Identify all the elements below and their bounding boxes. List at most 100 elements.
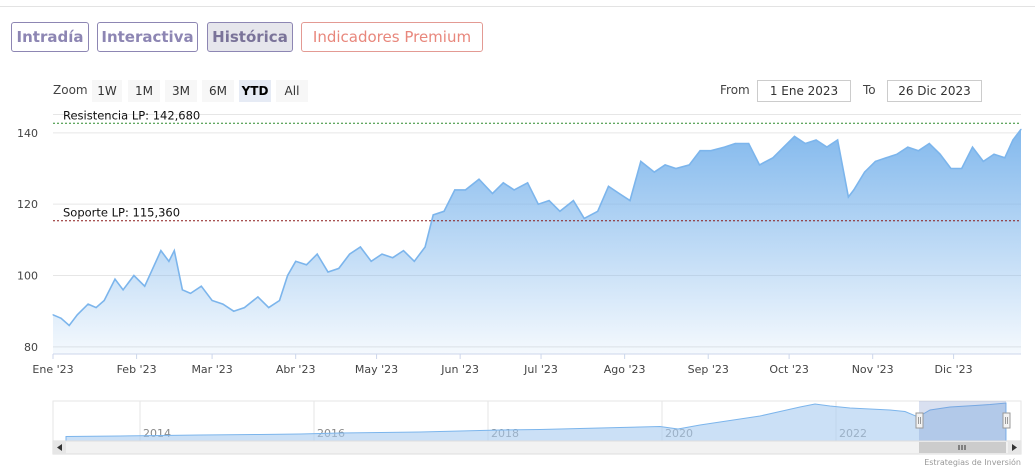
- chart-top-border: [53, 114, 1021, 115]
- data-point: [257, 296, 259, 298]
- price-chart[interactable]: Resistencia LP: 142,680 Soporte LP: 115,3…: [0, 0, 1035, 400]
- data-point: [168, 260, 170, 262]
- data-point: [211, 299, 213, 302]
- data-point: [52, 314, 54, 316]
- data-point: [640, 160, 642, 162]
- data-point: [278, 299, 281, 302]
- x-tick-label: May '23: [355, 363, 398, 376]
- data-point: [583, 217, 585, 219]
- data-point: [864, 171, 866, 173]
- data-point: [370, 260, 372, 262]
- support-line-label: Soporte LP: 115,360: [63, 206, 180, 220]
- data-point: [971, 146, 974, 148]
- data-point: [804, 142, 806, 145]
- data-point: [597, 210, 599, 212]
- data-point: [548, 200, 550, 202]
- data-point: [233, 310, 235, 312]
- data-point: [513, 189, 515, 191]
- data-point: [392, 257, 394, 259]
- data-point: [295, 260, 297, 262]
- data-point: [152, 267, 154, 269]
- data-point: [424, 246, 426, 248]
- data-point: [1012, 139, 1014, 141]
- data-point: [885, 157, 887, 159]
- data-point: [982, 160, 984, 162]
- from-label: From: [720, 83, 750, 97]
- scrollbar[interactable]: [52, 440, 1022, 455]
- scroll-right-arrow-icon: [1012, 444, 1017, 451]
- top-divider: [0, 6, 1035, 7]
- data-point: [349, 253, 351, 255]
- tab-historica[interactable]: Histórica: [207, 22, 293, 52]
- zoom-1w-button[interactable]: 1W: [92, 80, 122, 102]
- data-point: [896, 153, 898, 155]
- data-point: [758, 164, 761, 166]
- tab-interactiva[interactable]: Interactiva: [97, 22, 198, 52]
- zoom-ytd-button[interactable]: YTD: [239, 80, 271, 102]
- data-point: [917, 150, 920, 152]
- data-point: [95, 307, 97, 309]
- data-point: [114, 278, 116, 280]
- x-tick-label: Mar '23: [191, 363, 232, 376]
- data-point: [402, 250, 405, 252]
- zoom-6m-button[interactable]: 6M: [202, 80, 234, 102]
- data-point: [928, 142, 930, 145]
- data-point: [222, 303, 224, 305]
- data-point: [629, 200, 631, 202]
- zoom-all-button[interactable]: All: [276, 80, 308, 102]
- data-point: [837, 139, 839, 141]
- data-point: [338, 267, 340, 269]
- from-date-input[interactable]: 1 Ene 2023: [757, 80, 851, 102]
- credit-text: Estrategias de Inversión: [924, 458, 1021, 467]
- x-tick-label: Ene '23: [32, 363, 73, 376]
- data-point: [783, 146, 785, 148]
- y-tick-label: 140: [17, 127, 38, 140]
- y-tick-label: 100: [17, 270, 38, 283]
- x-tick-label: Jun '23: [440, 363, 479, 376]
- navigator-selected-range[interactable]: [919, 401, 1006, 441]
- data-point: [103, 299, 105, 302]
- data-point: [181, 289, 183, 291]
- data-point: [478, 178, 480, 180]
- data-point: [413, 260, 415, 262]
- zoom-3m-button[interactable]: 3M: [165, 80, 197, 102]
- y-tick-label: 120: [17, 198, 38, 211]
- x-tick-label: Abr '23: [276, 363, 316, 376]
- y-tick-label: 80: [24, 341, 38, 354]
- data-point: [243, 307, 245, 309]
- data-point: [710, 150, 712, 152]
- series-area: [53, 129, 1021, 354]
- data-point: [527, 182, 529, 184]
- data-point: [189, 292, 192, 294]
- to-date-input[interactable]: 26 Dic 2023: [887, 80, 982, 102]
- data-point: [537, 203, 539, 205]
- data-point: [826, 146, 828, 148]
- navigator-right-handle[interactable]: [1002, 412, 1011, 429]
- data-point: [502, 182, 504, 184]
- tab-indicadores-premium[interactable]: Indicadores Premium: [301, 22, 483, 52]
- data-point: [939, 153, 941, 155]
- data-point: [675, 167, 677, 170]
- data-point: [464, 189, 467, 191]
- data-point: [76, 314, 78, 316]
- data-point: [559, 210, 561, 212]
- navigator-left-handle[interactable]: [915, 412, 924, 429]
- zoom-1m-button[interactable]: 1M: [128, 80, 160, 102]
- data-point: [316, 253, 318, 255]
- data-point: [734, 142, 736, 145]
- data-point: [160, 250, 162, 252]
- x-tick-label: Sep '23: [688, 363, 729, 376]
- data-point: [618, 192, 620, 195]
- data-point: [454, 189, 456, 191]
- data-point: [122, 289, 124, 291]
- data-point: [287, 274, 289, 277]
- data-point: [200, 285, 202, 287]
- data-point: [950, 167, 952, 170]
- data-point: [1020, 128, 1022, 130]
- data-point: [772, 157, 774, 159]
- data-point: [381, 253, 383, 255]
- data-point: [491, 192, 494, 195]
- navigator[interactable]: 20142016201820202022: [0, 400, 1035, 460]
- tab-intradia[interactable]: Intradía: [11, 22, 89, 52]
- data-point: [699, 150, 701, 152]
